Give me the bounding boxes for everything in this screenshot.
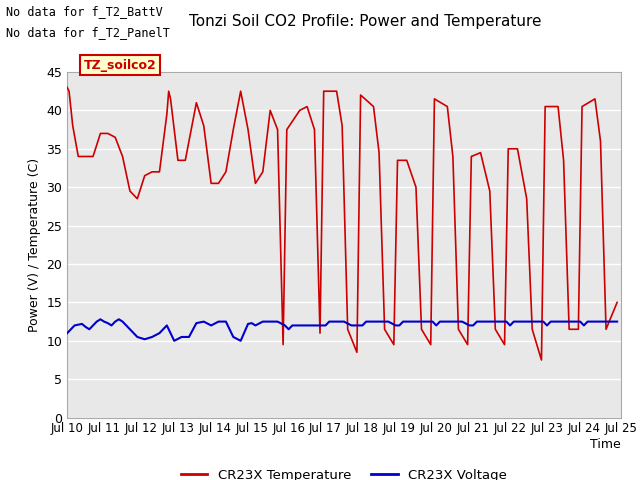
Text: TZ_soilco2: TZ_soilco2 bbox=[84, 59, 157, 72]
Text: Tonzi Soil CO2 Profile: Power and Temperature: Tonzi Soil CO2 Profile: Power and Temper… bbox=[189, 14, 541, 29]
Text: No data for f_T2_PanelT: No data for f_T2_PanelT bbox=[6, 26, 170, 39]
Text: No data for f_T2_BattV: No data for f_T2_BattV bbox=[6, 5, 163, 18]
Legend: CR23X Temperature, CR23X Voltage: CR23X Temperature, CR23X Voltage bbox=[176, 464, 512, 480]
Y-axis label: Power (V) / Temperature (C): Power (V) / Temperature (C) bbox=[28, 158, 41, 332]
X-axis label: Time: Time bbox=[590, 438, 621, 451]
